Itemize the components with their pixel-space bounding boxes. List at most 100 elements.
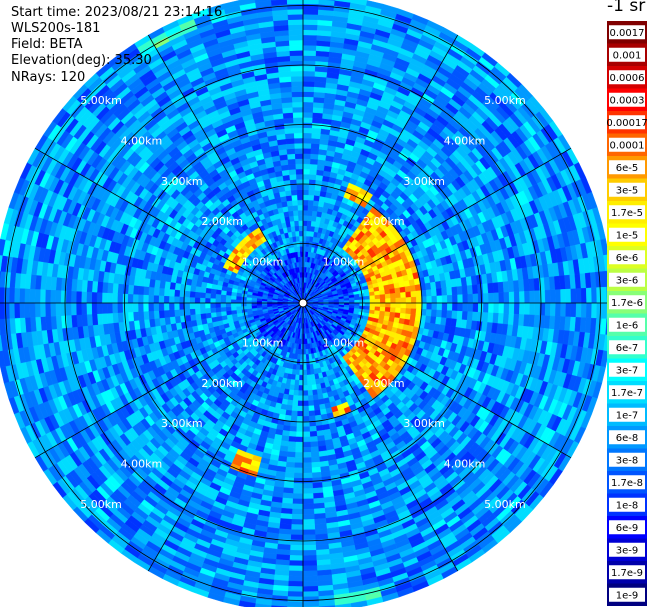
- data-cell: [296, 426, 304, 433]
- data-cell: [309, 168, 318, 176]
- data-cell: [487, 312, 494, 324]
- data-cell: [280, 507, 293, 515]
- data-cell: [287, 441, 296, 448]
- data-cell: [482, 283, 489, 294]
- data-cell: [287, 446, 296, 453]
- data-cell: [477, 302, 484, 313]
- data-cell: [306, 220, 312, 227]
- data-cell: [508, 291, 515, 304]
- data-cell: [456, 310, 463, 320]
- data-cell: [302, 235, 307, 242]
- data-cell: [472, 302, 479, 313]
- data-cell: [297, 395, 304, 402]
- data-cell: [307, 215, 313, 222]
- data-cell: [415, 290, 422, 298]
- data-cell: [364, 295, 371, 301]
- data-cell: [309, 368, 315, 376]
- data-cell: [287, 585, 304, 593]
- data-cell: [302, 168, 311, 175]
- data-cell: [302, 416, 310, 422]
- data-cell: [290, 415, 298, 422]
- data-cell: [544, 302, 551, 317]
- data-cell: [302, 385, 308, 391]
- data-cell: [436, 295, 443, 304]
- data-cell: [430, 288, 438, 297]
- data-cell: [404, 285, 411, 293]
- data-cell: [441, 295, 448, 304]
- data-cell: [302, 503, 315, 510]
- data-cell: [312, 482, 323, 489]
- data-cell: [497, 313, 505, 325]
- data-cell: [385, 298, 391, 304]
- data-cell: [285, 404, 293, 411]
- data-cell: [395, 297, 402, 304]
- data-cell: [291, 513, 304, 520]
- data-cell: [482, 302, 489, 313]
- data-cell: [302, 70, 316, 77]
- data-cell: [286, 456, 296, 463]
- data-cell: [524, 290, 531, 304]
- data-cell: [286, 601, 304, 607]
- data-cell: [488, 292, 495, 304]
- data-cell: [290, 534, 304, 541]
- data-cell: [379, 298, 386, 304]
- data-cell: [302, 204, 309, 211]
- data-cell: [451, 310, 458, 320]
- data-cell: [302, 106, 314, 113]
- data-cell: [302, 117, 313, 124]
- data-cell: [302, 575, 318, 582]
- data-cell: [302, 3, 319, 10]
- data-cell: [312, 492, 324, 499]
- data-cell: [308, 184, 316, 191]
- data-cell: [288, 575, 304, 582]
- data-cell: [312, 107, 324, 114]
- data-cell: [296, 416, 304, 422]
- data-cell: [284, 471, 295, 479]
- data-cell: [298, 385, 304, 391]
- data-cell: [467, 293, 474, 304]
- data-cell: [302, 601, 320, 607]
- data-cell: [311, 137, 321, 145]
- data-cell: [368, 291, 376, 297]
- data-cell: [302, 395, 309, 402]
- data-cell: [477, 293, 484, 304]
- data-cell: [431, 302, 438, 311]
- data-cell: [302, 39, 318, 46]
- data-cell: [384, 293, 391, 299]
- data-cell: [426, 296, 433, 304]
- data-cell: [425, 289, 432, 297]
- data-cell: [310, 446, 319, 453]
- data-cell: [446, 294, 453, 304]
- data-cell: [302, 142, 312, 149]
- data-cell: [364, 299, 371, 304]
- data-cell: [354, 296, 360, 301]
- data-cell: [285, 461, 295, 469]
- data-cell: [302, 390, 309, 397]
- data-cell: [310, 451, 320, 458]
- data-cell: [293, 384, 299, 391]
- data-cell: [312, 487, 324, 494]
- data-cell: [405, 308, 412, 315]
- data-cell: [591, 302, 598, 319]
- data-cell: [585, 302, 593, 319]
- data-cell: [431, 295, 438, 304]
- data-cell: [306, 379, 312, 386]
- data-cell: [302, 452, 312, 458]
- data-cell: [287, 596, 304, 603]
- data-cell: [302, 163, 311, 170]
- data-cell: [311, 466, 322, 474]
- data-cell: [524, 302, 531, 316]
- data-cell: [560, 302, 567, 318]
- data-cell: [302, 436, 311, 443]
- data-cell: [308, 405, 315, 412]
- data-cell: [302, 122, 313, 129]
- data-cell: [575, 288, 582, 304]
- data-cell: [298, 374, 304, 381]
- data-cell: [291, 508, 304, 515]
- data-cell: [288, 430, 297, 438]
- data-cell: [462, 294, 469, 304]
- data-cell: [302, 50, 317, 57]
- data-cell: [313, 497, 325, 505]
- data-cell: [302, 199, 309, 206]
